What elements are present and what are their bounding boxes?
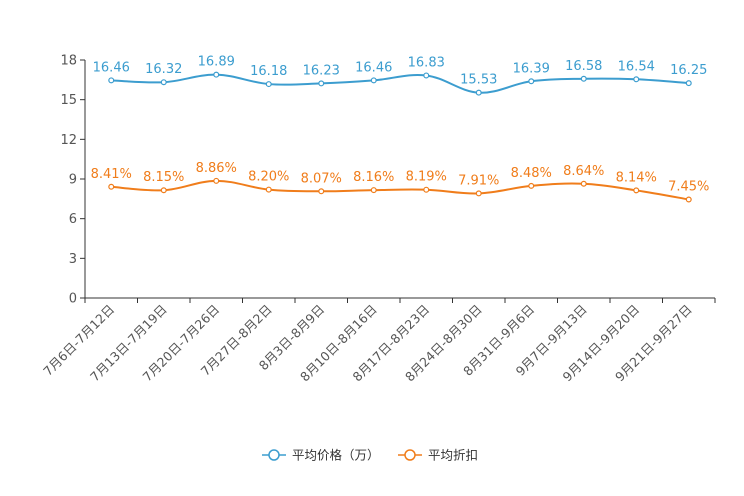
data-label: 7.45%: [668, 179, 709, 194]
data-label: 16.46: [93, 60, 130, 75]
series-line: [111, 179, 689, 201]
legend-marker-icon: [404, 449, 416, 461]
data-point[interactable]: [265, 186, 272, 193]
data-point[interactable]: [160, 187, 167, 194]
data-label: 16.25: [670, 63, 707, 78]
data-label: 16.83: [408, 55, 445, 70]
y-tick-label: 18: [60, 54, 77, 69]
data-label: 16.23: [303, 63, 340, 78]
data-point[interactable]: [108, 77, 115, 84]
data-label: 8.41%: [91, 167, 132, 182]
legend[interactable]: 平均价格（万） 平均折扣: [262, 448, 478, 463]
data-point[interactable]: [160, 79, 167, 86]
series-line: [111, 73, 689, 94]
data-point[interactable]: [423, 72, 430, 79]
data-label: 15.53: [460, 73, 497, 88]
axes: 03691215187月6日-7月12日7月13日-7月19日7月20日-7月2…: [40, 54, 716, 384]
data-label: 16.58: [565, 59, 602, 74]
data-label: 16.39: [513, 61, 550, 76]
data-label: 8.14%: [616, 170, 657, 185]
y-tick-label: 12: [60, 133, 77, 148]
data-label: 8.64%: [563, 164, 604, 179]
data-point[interactable]: [108, 183, 115, 190]
y-tick-label: 3: [69, 252, 77, 267]
data-point[interactable]: [475, 89, 482, 96]
data-point[interactable]: [318, 80, 325, 87]
legend-label: 平均折扣: [428, 448, 478, 463]
data-point[interactable]: [580, 180, 587, 187]
data-point[interactable]: [213, 177, 220, 184]
data-point[interactable]: [685, 196, 692, 203]
legend-label: 平均价格（万）: [292, 448, 380, 463]
data-point[interactable]: [213, 71, 220, 78]
data-label: 16.46: [355, 60, 392, 75]
data-label: 8.16%: [353, 170, 394, 185]
data-point[interactable]: [370, 187, 377, 194]
data-point[interactable]: [580, 75, 587, 82]
legend-item-1[interactable]: 平均价格（万）: [262, 448, 380, 463]
data-point[interactable]: [633, 76, 640, 83]
data-label: 7.91%: [458, 173, 499, 188]
y-tick-label: 6: [69, 212, 77, 227]
data-label: 8.20%: [248, 170, 289, 185]
data-point[interactable]: [318, 188, 325, 195]
data-point[interactable]: [423, 186, 430, 193]
data-point[interactable]: [265, 81, 272, 88]
data-label: 16.89: [198, 55, 235, 70]
data-label: 8.86%: [196, 161, 237, 176]
y-tick-label: 0: [69, 292, 77, 307]
data-label: 8.15%: [143, 170, 184, 185]
legend-item-2[interactable]: 平均折扣: [398, 448, 478, 463]
data-point[interactable]: [528, 78, 535, 85]
y-tick-label: 15: [60, 93, 77, 108]
data-label: 16.18: [250, 64, 287, 79]
data-point[interactable]: [475, 190, 482, 197]
data-point[interactable]: [528, 182, 535, 189]
data-point[interactable]: [685, 80, 692, 87]
y-tick-label: 9: [69, 173, 77, 188]
data-label: 8.48%: [511, 166, 552, 181]
data-label: 8.07%: [301, 171, 342, 186]
data-label: 16.32: [145, 62, 182, 77]
series-1: 16.46 16.32 16.89 16.18 16.23 16.46 16.83 15.53…: [93, 55, 707, 96]
data-point[interactable]: [633, 187, 640, 194]
data-point[interactable]: [370, 77, 377, 84]
legend-marker-icon: [268, 449, 280, 461]
series-2: 8.41% 8.15% 8.86% 8.20% 8.07% 8.16% 8.19% 7.91%…: [91, 161, 709, 203]
series-layer: 16.46 16.32 16.89 16.18 16.23 16.46 16.83 15.53…: [91, 55, 709, 203]
data-label: 16.54: [618, 59, 655, 74]
data-label: 8.19%: [406, 170, 447, 185]
